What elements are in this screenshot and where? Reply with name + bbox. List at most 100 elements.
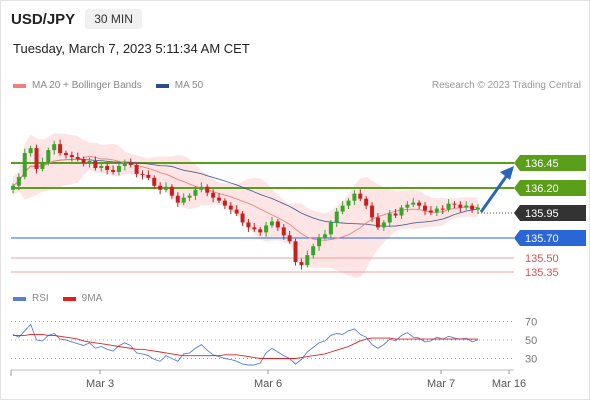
candle-body <box>22 153 27 177</box>
candle-body <box>93 161 98 168</box>
research-credit: Research © 2023 Trading Central <box>431 80 581 91</box>
symbol-title: USD/JPY <box>11 10 76 28</box>
candle <box>340 201 345 215</box>
candle-body <box>11 185 15 190</box>
rsi-tick-label: 50 <box>525 335 537 347</box>
candle <box>328 219 333 238</box>
candle-body <box>352 193 357 201</box>
candle <box>34 144 39 174</box>
candle <box>346 198 351 210</box>
rsi-swatch <box>13 296 26 301</box>
rsi-tick-label: 30 <box>525 354 537 366</box>
level-badge <box>514 155 586 171</box>
candle <box>152 175 157 190</box>
level-135.50: 135.50 <box>11 253 559 265</box>
candle <box>464 201 469 211</box>
candle <box>217 193 222 204</box>
candle <box>146 170 151 181</box>
candle <box>199 182 204 193</box>
candle <box>452 201 457 209</box>
level-label: 135.50 <box>525 253 559 265</box>
candle <box>393 209 398 218</box>
candle-body <box>399 207 404 216</box>
candle-body <box>87 161 92 163</box>
x-tick-label: Mar 6 <box>254 378 282 390</box>
level-label: 135.70 <box>525 233 559 245</box>
candle <box>334 208 339 227</box>
candle-body <box>322 234 327 238</box>
candle-body <box>393 213 398 216</box>
candle <box>187 193 192 202</box>
level-badge <box>514 205 586 221</box>
candle <box>40 157 45 172</box>
candle-body <box>434 208 439 213</box>
candle-body <box>328 222 333 235</box>
candle <box>240 211 245 226</box>
ma20-swatch <box>13 83 26 88</box>
ma9-swatch <box>62 296 76 301</box>
rsi-legend: RSI 9MA <box>13 293 102 304</box>
rsi-tick-label: 70 <box>525 317 537 329</box>
rsi-legend-label: RSI <box>32 293 49 304</box>
candle-body <box>105 165 110 170</box>
candle <box>387 210 392 227</box>
candle-body <box>81 159 86 163</box>
candle <box>458 201 463 213</box>
candle <box>181 193 186 206</box>
candle-body <box>193 189 198 196</box>
candle-body <box>258 229 263 233</box>
candle-body <box>381 222 386 228</box>
candle-body <box>187 195 192 198</box>
candle <box>476 204 480 215</box>
candle <box>111 165 116 175</box>
candle <box>158 182 163 195</box>
candle <box>87 157 92 168</box>
candle-body <box>122 163 127 166</box>
ma50-line <box>12 158 479 227</box>
level-badge <box>514 230 586 246</box>
candle-body <box>387 213 392 223</box>
candle-body <box>458 204 463 208</box>
candle <box>399 205 404 219</box>
timeframe-badge[interactable]: 30 MIN <box>85 9 142 29</box>
candle <box>58 139 63 156</box>
candle <box>81 156 86 167</box>
candle <box>105 162 110 175</box>
candle-body <box>370 205 375 218</box>
candle <box>352 190 357 206</box>
candle-body <box>411 202 416 205</box>
candle <box>299 258 304 270</box>
candle-body <box>452 203 457 205</box>
candle-body <box>52 144 57 151</box>
candle-body <box>111 169 116 172</box>
candle-body <box>464 205 469 208</box>
chart-datetime: Tuesday, March 7, 2023 5:11:34 AM CET <box>13 41 250 56</box>
candle-body <box>211 192 216 198</box>
candle-body <box>440 208 445 210</box>
candle-body <box>358 193 363 199</box>
candle-body <box>181 197 186 203</box>
candle-body <box>217 197 222 201</box>
candle <box>52 140 57 155</box>
candle-body <box>252 227 257 230</box>
candle-body <box>228 205 233 210</box>
candle <box>46 147 51 166</box>
candle <box>116 163 121 176</box>
candle <box>234 205 239 217</box>
level-136.20: 136.20 <box>11 180 586 196</box>
candle <box>375 213 380 230</box>
candle-body <box>99 165 104 168</box>
candle <box>69 151 74 162</box>
candle-body <box>63 153 68 156</box>
candle-body <box>470 205 475 210</box>
candle-body <box>134 164 139 174</box>
bollinger-band-area <box>13 133 478 278</box>
candle-body <box>281 227 286 236</box>
candle-body <box>234 209 239 214</box>
candle <box>434 206 439 217</box>
candle-body <box>175 195 180 203</box>
candle-body <box>364 198 369 206</box>
rsi-line <box>12 323 479 366</box>
forecast-arrow <box>479 173 510 213</box>
